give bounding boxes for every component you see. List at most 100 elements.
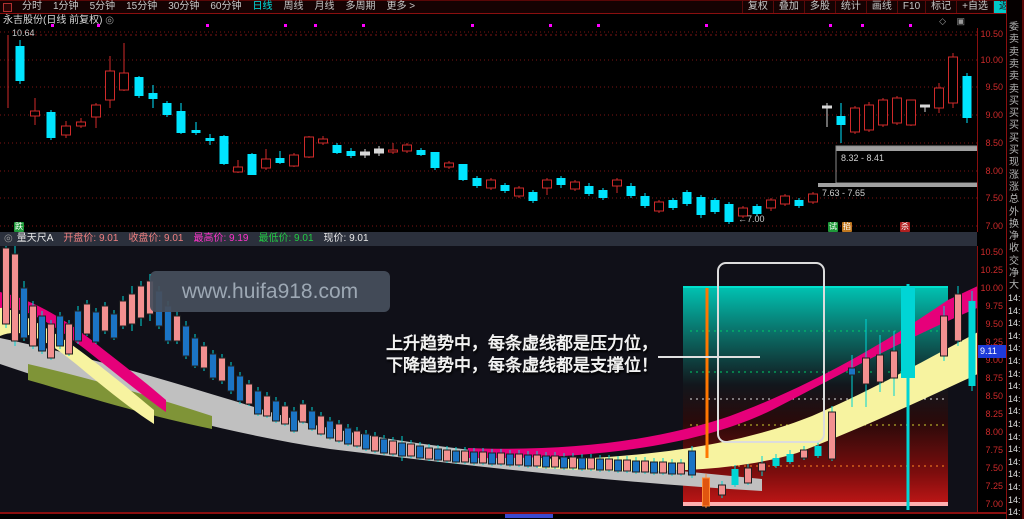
period-tab-30分钟[interactable]: 30分钟: [168, 1, 200, 12]
sidebar-quote-char: 卖: [1009, 83, 1019, 95]
sidebar-quote-char: 净: [1009, 268, 1019, 279]
indicator-field: 最高价: 9.19: [193, 233, 249, 244]
period-tab-60分钟[interactable]: 60分钟: [210, 1, 242, 12]
app-grid-icon[interactable]: [3, 2, 12, 12]
sidebar-quote-char: 交: [1009, 255, 1019, 267]
toolbar-button-复权[interactable]: 复权: [741, 1, 773, 13]
toolbar-button-标记[interactable]: 标记: [925, 1, 956, 13]
price-axis-label: 9.50: [985, 82, 1003, 92]
price-axis-label: 9.25: [985, 337, 1003, 347]
indicator-fields: 开盘价: 9.01 收盘价: 9.01 最高价: 9.19 最低价: 9.01 现价: …: [63, 232, 368, 246]
indicator-field: 现价: 9.01: [323, 233, 369, 244]
price-axis-label: 9.50: [985, 319, 1003, 329]
price-axis-label: 7.25: [985, 481, 1003, 491]
panel-border-line: [0, 512, 1006, 513]
indicator-name: 量天尺A: [16, 233, 54, 244]
signal-dot: [51, 24, 54, 27]
period-tab-分时[interactable]: 分时: [22, 1, 42, 12]
price-axis-label: 8.50: [985, 391, 1003, 401]
sidebar-quote-char: 买: [1009, 132, 1019, 144]
signal-badge: 杀: [900, 222, 910, 232]
price-axis-label: 8.25: [985, 409, 1003, 419]
indicator-chart: [0, 246, 982, 513]
sidebar-quote-char: 买: [1009, 145, 1019, 156]
indicator-price-axis: 10.50 10.25 10.00 9.75 9.50 9.25 9.00 8.75 8.50 8…: [977, 246, 1006, 513]
toolbar-button-F10[interactable]: F10: [896, 1, 925, 13]
quote-sidebar: 委卖卖卖卖卖买买买买买现涨涨总外换净收交净大 14: 14: 14: 14: 14: 14:…: [1006, 0, 1024, 519]
signal-dot: [549, 24, 552, 27]
signal-badge: 试: [828, 222, 838, 232]
tick-time-row: 14:: [1008, 318, 1021, 329]
period-tab-15分钟[interactable]: 15分钟: [126, 1, 158, 12]
sidebar-quote-char: 涨: [1009, 181, 1019, 193]
signal-dot: [362, 24, 365, 27]
signal-dot: [314, 24, 317, 27]
pointer-line: [658, 356, 760, 358]
period-tab-周线[interactable]: 周线: [283, 1, 304, 12]
indicator-field: 最低价: 9.01: [258, 233, 314, 244]
indicator-header: ◎ 量天尺A 开盘价: 9.01 收盘价: 9.01 最高价: 9.19 最低价: 9…: [0, 232, 977, 246]
stock-title: 永吉股份(日线 前复权): [3, 15, 103, 26]
price-axis-label: 7.50: [985, 463, 1003, 473]
indicator-gear-icon[interactable]: ◎: [4, 233, 13, 244]
tick-time-row: 14:: [1008, 406, 1021, 417]
sidebar-quote-char: 卖: [1009, 71, 1019, 83]
main-candlestick-chart: 10.64 ←7.00 8.32 - 8.41 7.63 - 7.65 跌 试掐 杀: [0, 28, 1005, 232]
toolbar-button-画线[interactable]: 画线: [865, 1, 897, 13]
main-chart-canvas: [0, 31, 1005, 227]
window-control-icons[interactable]: ◇ ▣: [939, 16, 969, 26]
price-axis-label: 8.75: [985, 373, 1003, 383]
price-axis-label: 10.00: [980, 283, 1003, 293]
period-tabs: 分时 1分钟 5分钟 15分钟 30分钟 60分钟 日线 周线 月线 多周期 更多 >: [0, 1, 420, 13]
price-axis-label: 10.00: [980, 55, 1003, 65]
signal-dot: [861, 24, 864, 27]
period-tab-月线[interactable]: 月线: [314, 1, 335, 12]
bottom-scrollbar: [0, 513, 1006, 519]
signal-dot: [284, 24, 287, 27]
gear-icon[interactable]: ◎: [105, 15, 114, 26]
signal-dot: [206, 24, 209, 27]
sidebar-quote-char: 委: [1009, 22, 1019, 33]
period-tab-更多 >[interactable]: 更多 >: [386, 1, 416, 12]
tick-time-row: 14:: [1008, 494, 1021, 505]
main-price-axis: 10.50 10.00 9.50 9.00 8.50 8.00 7.50 7.00: [977, 28, 1006, 232]
period-tab-1分钟[interactable]: 1分钟: [53, 1, 79, 12]
annotation-line2: 下降趋势中，每条虚线都是支撑位！: [386, 356, 658, 375]
price-axis-label: 7.75: [985, 445, 1003, 455]
price-axis-label: 10.50: [980, 29, 1003, 39]
current-price-tag: 9.11: [978, 345, 1006, 358]
sidebar-quote-char: 买: [1009, 120, 1019, 132]
tick-time-row: 14:: [1008, 482, 1021, 492]
price-axis-label: 9.00: [985, 110, 1003, 120]
sidebar-quote-char: 收: [1009, 243, 1019, 255]
toolbar-button-+自选[interactable]: +自选: [956, 1, 993, 13]
period-tab-日线[interactable]: 日线: [252, 1, 273, 12]
scrollbar-thumb[interactable]: [505, 514, 553, 518]
indicator-field: 收盘价: 9.01: [128, 233, 184, 244]
sidebar-quote-char: 外: [1009, 206, 1019, 218]
signal-badge: 跌: [14, 222, 24, 232]
period-tab-5分钟[interactable]: 5分钟: [89, 1, 116, 12]
price-axis-label: 10.25: [980, 265, 1003, 275]
tick-time-row: 14:: [1008, 305, 1021, 316]
annotation-line1: 上升趋势中，每条虚线都是压力位，: [386, 334, 658, 353]
high-price-label: 10.64: [12, 28, 35, 38]
low-price-label: ←7.00: [738, 214, 765, 224]
tick-time-row: 14:: [1008, 393, 1021, 404]
price-axis-label: 9.00: [985, 355, 1003, 365]
toolbar-button-多股[interactable]: 多股: [803, 1, 835, 13]
tick-time-row: 14:: [1008, 356, 1021, 366]
price-axis-label: 9.75: [985, 301, 1003, 311]
tick-time-row: 14:: [1008, 507, 1021, 518]
price-axis-label: 8.50: [985, 138, 1003, 148]
title-row: 永吉股份(日线 前复权) ◎ ◇ ▣: [0, 14, 977, 28]
toolbar-button-统计[interactable]: 统计: [834, 1, 866, 13]
signal-dot: [909, 24, 912, 27]
period-tab-多周期[interactable]: 多周期: [345, 1, 376, 12]
sidebar-quote-char: 净: [1009, 231, 1019, 243]
tick-time-row: 14:: [1008, 293, 1021, 303]
toolbar-button-叠加[interactable]: 叠加: [772, 1, 804, 13]
bottom-border-line: [0, 513, 1006, 514]
